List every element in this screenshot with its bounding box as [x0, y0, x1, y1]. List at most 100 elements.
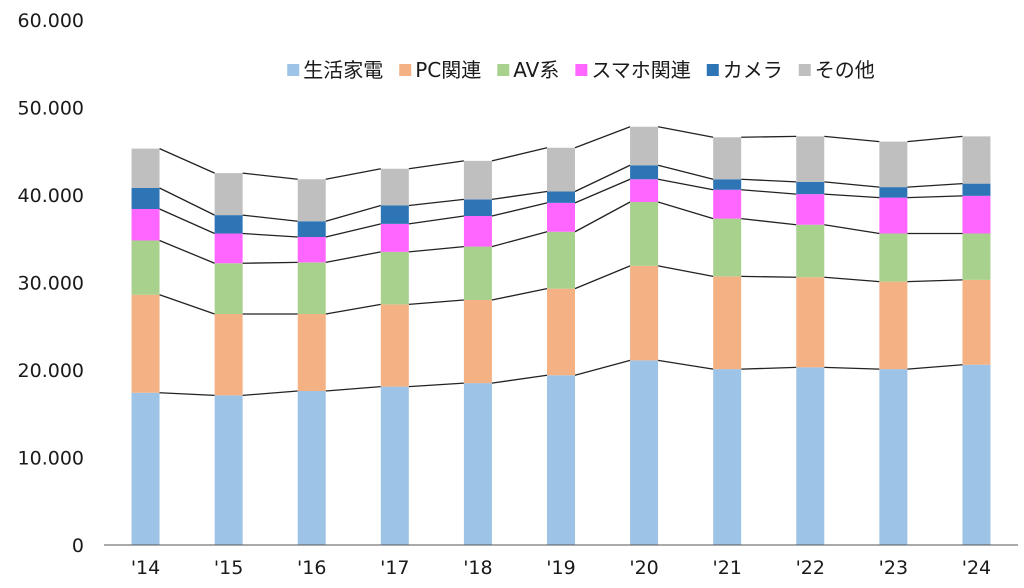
- connector-line: [657, 164, 714, 180]
- bar-segment: [463, 383, 492, 545]
- legend-label: PC関連: [415, 58, 481, 82]
- connector-line: [741, 178, 797, 183]
- y-tick-label: 60.000: [18, 10, 84, 32]
- connector-line: [657, 201, 714, 220]
- bar-segment: [131, 209, 160, 241]
- bar-segment: [214, 233, 243, 264]
- connector-line: [574, 178, 631, 204]
- bar-segment: [713, 276, 742, 370]
- legend-swatch: [798, 64, 811, 76]
- bar-segment: [713, 189, 742, 219]
- bar-segment: [214, 395, 243, 545]
- bar-segment: [131, 188, 160, 209]
- connector-line: [491, 147, 548, 162]
- bar-segment: [962, 195, 991, 234]
- bar-segment: [131, 392, 160, 545]
- connector-line: [325, 223, 381, 238]
- bar-segment: [879, 187, 908, 198]
- connector-line: [907, 279, 963, 283]
- bar-segment: [463, 246, 492, 300]
- bar-segment: [547, 231, 575, 289]
- bar-segment: [879, 233, 908, 282]
- bar-segment: [214, 215, 243, 234]
- bar-segment: [297, 221, 326, 237]
- y-tick-label: 10.000: [18, 448, 84, 470]
- legend-label: その他: [815, 58, 875, 82]
- bar-segment: [463, 300, 492, 384]
- bar-segment: [796, 181, 825, 195]
- x-tick-label: '20: [629, 557, 658, 579]
- connector-line: [491, 231, 548, 248]
- connector-line: [824, 224, 880, 235]
- connector-line: [242, 214, 298, 222]
- bar-segment: [796, 277, 825, 368]
- connector-line: [159, 239, 215, 264]
- bar-segment: [547, 191, 575, 203]
- x-tick-label: '21: [712, 557, 741, 579]
- bar-segment: [380, 168, 409, 206]
- connector-line: [741, 189, 797, 195]
- legend: 生活家電 PC関連 AV系 スマホ関連 カメラ その他: [287, 58, 875, 82]
- connector-line: [824, 193, 880, 199]
- connector-line: [325, 204, 381, 222]
- connector-line: [907, 135, 963, 143]
- y-tick-label: 30.000: [18, 273, 84, 295]
- bar-segment: [297, 237, 326, 263]
- y-tick-label: 50.000: [18, 98, 84, 120]
- legend-swatch: [287, 64, 300, 76]
- x-tick-label: '19: [546, 557, 575, 579]
- x-tick-label: '18: [463, 557, 492, 579]
- connector-line: [491, 190, 548, 201]
- bar-segment: [879, 141, 908, 188]
- bar-segment: [796, 194, 825, 225]
- connector-line: [242, 172, 298, 180]
- x-tick-label: '15: [214, 557, 243, 579]
- bar-segment: [214, 263, 243, 314]
- bar-segment: [962, 233, 991, 280]
- legend-swatch: [706, 64, 719, 76]
- bar-segment: [547, 147, 575, 192]
- connector-line: [242, 390, 298, 397]
- x-tick-label: '16: [297, 557, 326, 579]
- connector-line: [657, 178, 714, 191]
- bar-segment: [962, 136, 991, 184]
- connector-line: [741, 275, 797, 278]
- connector-line: [574, 201, 631, 233]
- connector-line: [159, 208, 215, 235]
- connector-line: [408, 160, 465, 170]
- bar-segment: [713, 137, 742, 180]
- connector-line: [325, 385, 381, 392]
- connector-line: [657, 359, 714, 370]
- bar-segment: [380, 304, 409, 387]
- bars: [131, 126, 991, 545]
- x-tick-label: '17: [380, 557, 409, 579]
- bar-segment: [297, 391, 326, 545]
- connector-line: [408, 215, 465, 225]
- legend-label: スマホ関連: [591, 58, 690, 82]
- connector-line: [325, 303, 381, 315]
- connector-lines: [159, 126, 963, 397]
- connector-line: [159, 187, 215, 216]
- bar-segment: [463, 160, 492, 200]
- connector-line: [574, 265, 631, 290]
- bar-segment: [297, 262, 326, 314]
- bar-segment: [463, 216, 492, 247]
- connector-line: [491, 202, 548, 217]
- bar-segment: [630, 202, 659, 266]
- bar-segment: [131, 148, 160, 188]
- bar-segment: [879, 369, 908, 545]
- legend-label: カメラ: [723, 58, 783, 82]
- bar-segment: [962, 279, 991, 365]
- bar-segment: [380, 223, 409, 252]
- bar-segment: [547, 375, 575, 545]
- bar-segment: [630, 165, 659, 180]
- bar-segment: [380, 251, 409, 305]
- bar-segment: [713, 218, 742, 277]
- connector-line: [741, 135, 797, 138]
- y-tick-label: 20.000: [18, 360, 84, 382]
- bar-segment: [297, 179, 326, 222]
- bar-segment: [630, 179, 659, 202]
- y-axis-ticks: 0 10.000 20.000 30.000 40.000 50.000 60.000: [18, 10, 84, 557]
- connector-line: [907, 182, 963, 188]
